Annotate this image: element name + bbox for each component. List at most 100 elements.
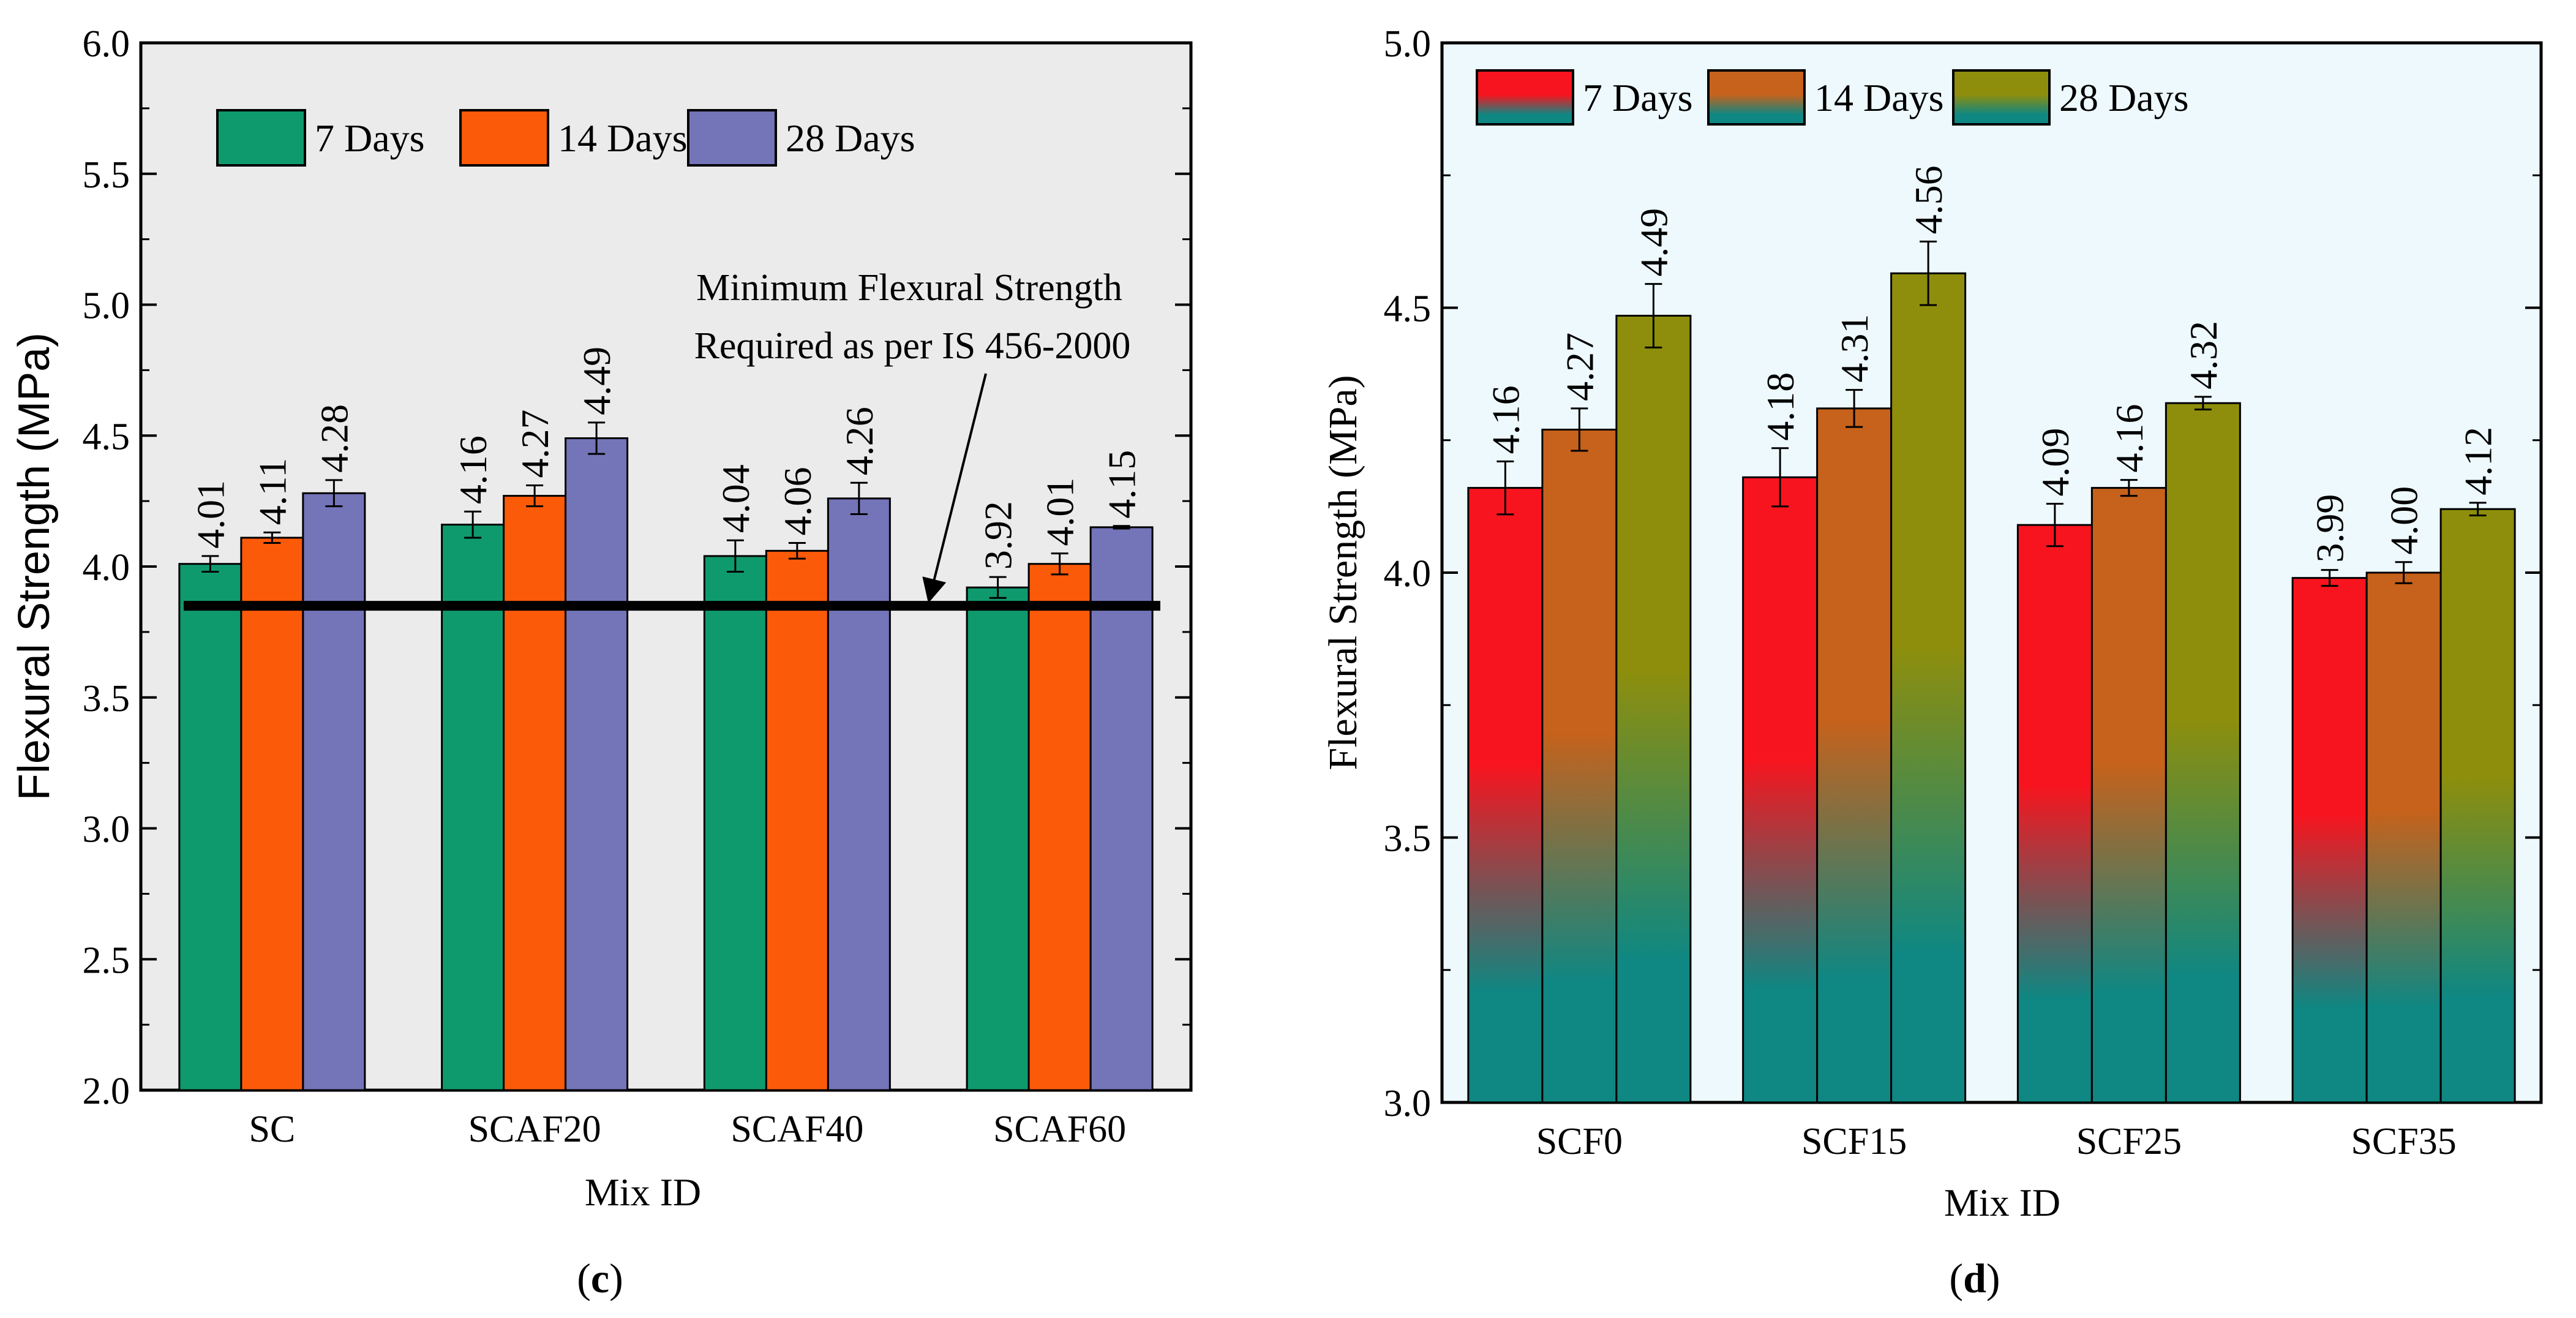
c-bar-scaf60-7-days [966, 586, 1030, 1091]
c-bar-scaf40-28-days [827, 497, 891, 1091]
panel-c-y-axis-label: Flexural Strength (MPa) [10, 333, 59, 800]
d-x-tick-label-scf15: SCF15 [1801, 1121, 1907, 1162]
d-data-label-scf25-7-days: 4.09 [2033, 428, 2077, 497]
d-y-tick-label: 5.0 [1384, 23, 1432, 65]
c-data-label-scaf60-14-days: 4.01 [1038, 478, 1082, 546]
d-data-label-scf25-14-days: 4.16 [2108, 404, 2151, 473]
c-legend-swatch-28-days [687, 109, 777, 167]
panel-d-caption: (d) [1949, 1255, 2000, 1301]
d-data-label-scf15-14-days: 4.31 [1833, 314, 1876, 383]
c-data-label-scaf40-14-days: 4.06 [776, 467, 819, 536]
c-y-tick-label: 4.0 [83, 547, 130, 589]
c-legend-swatch-14-days [459, 109, 549, 167]
d-legend-swatch-14-days [1707, 69, 1806, 126]
c-bar-scaf60-14-days [1027, 563, 1092, 1091]
c-data-label-scaf20-28-days: 4.49 [575, 347, 618, 415]
d-bar-scf0-7-days [1467, 487, 1544, 1104]
c-y-tick-label: 3.5 [83, 678, 130, 720]
c-data-label-sc-7-days: 4.01 [189, 480, 232, 549]
c-bar-scaf60-28-days [1089, 526, 1154, 1091]
d-bar-scf35-7-days [2291, 577, 2368, 1104]
d-bar-scf35-28-days [2439, 508, 2516, 1104]
d-bar-scf15-14-days [1816, 407, 1893, 1104]
c-y-tick-label: 4.5 [83, 416, 130, 458]
c-data-label-scaf40-28-days: 4.26 [838, 407, 881, 475]
d-bar-scf25-28-days [2165, 402, 2241, 1104]
d-data-label-scf15-28-days: 4.56 [1907, 165, 1950, 234]
d-x-tick-label-scf25: SCF25 [2076, 1121, 2182, 1162]
d-legend-swatch-28-days [1952, 69, 2051, 126]
d-bar-scf0-28-days [1615, 314, 1692, 1104]
d-data-label-scf0-7-days: 4.16 [1484, 385, 1527, 454]
c-y-tick-label: 2.0 [83, 1071, 130, 1112]
panel-c-annotation-arrow [922, 373, 987, 603]
c-data-label-scaf20-7-days: 4.16 [451, 435, 495, 504]
panel-c-legend: 7 Days 14 Days 28 Days [216, 109, 915, 167]
d-data-label-scf35-14-days: 4.00 [2383, 486, 2426, 555]
c-y-tick-label: 5.0 [83, 285, 130, 327]
panel-c-x-axis-label: Mix ID [585, 1170, 701, 1214]
d-y-tick-label: 3.5 [1384, 818, 1432, 860]
c-y-tick-label: 2.5 [83, 940, 130, 981]
c-x-tick-label-scaf20: SCAF20 [468, 1109, 601, 1150]
d-bar-scf35-14-days [2365, 571, 2442, 1104]
d-data-label-scf35-28-days: 4.12 [2457, 427, 2500, 495]
d-data-label-scf15-7-days: 4.18 [1759, 372, 1802, 441]
c-y-tick-label: 3.0 [83, 809, 130, 851]
d-y-tick-label: 4.5 [1384, 288, 1432, 330]
d-data-label-scf0-28-days: 4.49 [1632, 208, 1675, 277]
d-legend-label-7-days: 7 Days [1583, 76, 1693, 119]
d-bar-scf25-14-days [2090, 487, 2167, 1104]
c-bar-scaf40-14-days [765, 549, 829, 1091]
d-data-label-scf35-7-days: 3.99 [2308, 494, 2352, 563]
c-data-label-sc-28-days: 4.28 [312, 404, 356, 473]
panel-c-annotation-line1: Minimum Flexural Strength [696, 267, 1122, 309]
d-x-tick-label-scf0: SCF0 [1536, 1121, 1623, 1162]
c-data-label-sc-14-days: 4.11 [250, 458, 294, 525]
panel-d-legend: 7 Days 14 Days 28 Days [1476, 69, 2189, 126]
c-x-tick-label-scaf60: SCAF60 [993, 1109, 1126, 1150]
c-data-label-scaf60-28-days: 4.15 [1100, 450, 1144, 519]
panel-d-x-axis-label: Mix ID [1944, 1181, 2060, 1224]
d-x-tick-label-scf35: SCF35 [2351, 1121, 2456, 1162]
panel-c-bars: 4.01 4.11 4.28 4.16 4.27 4.49 4.04 4.06 4.26 3.92… [178, 347, 1154, 1091]
c-bar-sc-14-days [240, 537, 304, 1091]
c-x-tick-label-scaf40: SCAF40 [730, 1109, 863, 1150]
c-bar-scaf20-28-days [565, 437, 629, 1091]
c-bar-sc-28-days [302, 492, 366, 1091]
c-bar-scaf20-7-days [441, 524, 505, 1091]
c-bar-scaf20-14-days [503, 495, 567, 1091]
d-bar-scf15-7-days [1742, 476, 1819, 1104]
panel-d-bars: 4.16 4.27 4.49 4.18 4.31 4.56 4.09 4.16 4.32 3.99… [1467, 165, 2516, 1104]
c-legend-label-28-days: 28 Days [786, 116, 915, 160]
c-legend-label-7-days: 7 Days [315, 116, 425, 160]
d-legend-label-28-days: 28 Days [2059, 76, 2189, 119]
c-y-tick-label: 6.0 [83, 23, 130, 65]
c-bar-sc-7-days [178, 563, 242, 1091]
d-bar-scf25-7-days [2016, 524, 2093, 1104]
panel-d-y-axis-label: Flexural Strength (MPa) [1321, 375, 1365, 770]
panel-d-y-axis: 3.0 3.5 4.0 4.5 5.0 SCF0 SCF15 SCF25 SCF35 [1384, 23, 2541, 1162]
panel-c-reference: Minimum Flexural Strength Required as pe… [184, 267, 1160, 611]
c-data-label-scaf60-7-days: 3.92 [977, 501, 1020, 570]
panel-c-annotation-line2: Required as per IS 456-2000 [694, 325, 1131, 367]
d-data-label-scf0-14-days: 4.27 [1558, 333, 1601, 401]
d-bar-scf0-14-days [1541, 428, 1618, 1104]
panel-c-caption: (c) [577, 1255, 623, 1301]
c-legend-label-14-days: 14 Days [558, 116, 688, 160]
d-data-label-scf25-28-days: 4.32 [2182, 321, 2225, 390]
c-data-label-scaf40-7-days: 4.04 [714, 464, 757, 533]
c-bar-scaf40-7-days [703, 555, 767, 1091]
d-y-tick-label: 4.0 [1384, 553, 1432, 595]
c-x-tick-label-sc: SC [249, 1109, 295, 1150]
d-legend-label-14-days: 14 Days [1814, 76, 1944, 119]
d-y-tick-label: 3.0 [1384, 1083, 1432, 1124]
d-legend-swatch-7-days [1476, 69, 1574, 126]
c-legend-swatch-7-days [216, 109, 306, 167]
d-bar-scf15-28-days [1890, 272, 1967, 1104]
c-y-tick-label: 5.5 [83, 154, 130, 196]
panel-c-y-axis: 2.0 2.5 3.0 3.5 4.0 4.5 5.0 5.5 6.0 SC SCAF20 SCAF4… [83, 23, 1191, 1150]
